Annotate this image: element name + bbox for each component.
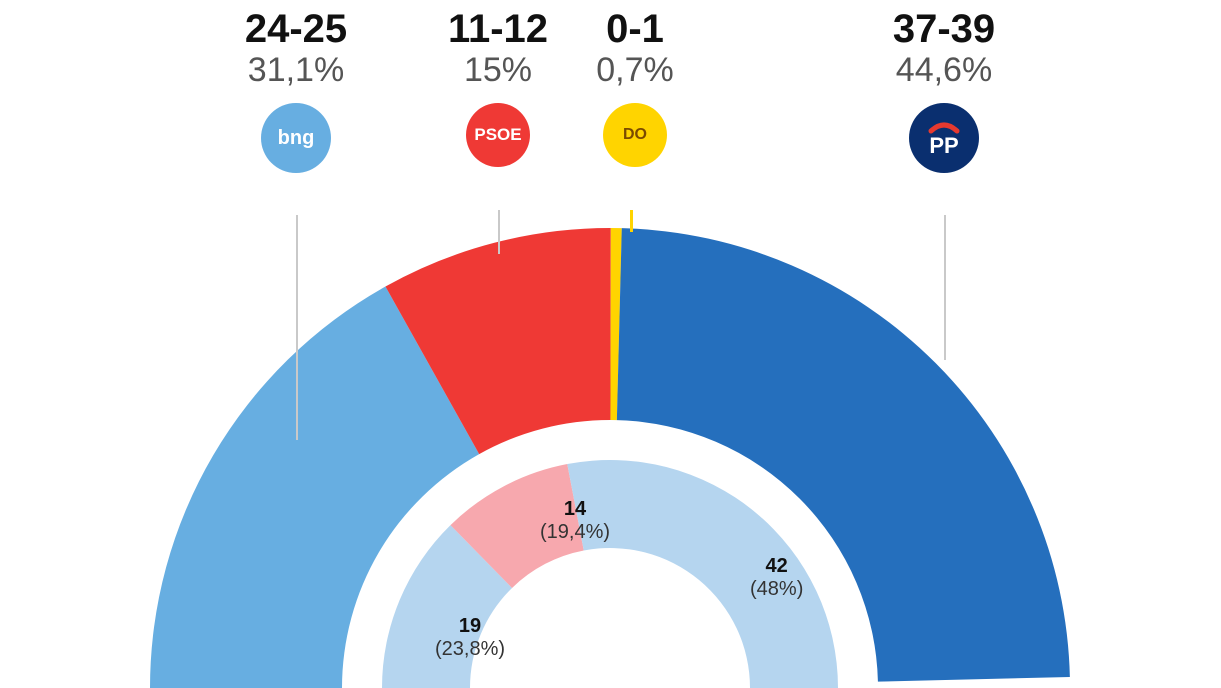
inner-psoe-pct: (19,4%) — [540, 521, 610, 543]
bng-logo-icon: bng — [261, 103, 331, 173]
do-seats: 0-1 — [590, 8, 680, 50]
psoe-logo-icon: PSOE — [466, 103, 530, 167]
inner-bng-pct: (23,8%) — [435, 638, 505, 660]
inner-psoe-seats: 14 — [564, 498, 586, 520]
party-pp: 37-39 44,6% PP — [878, 8, 1010, 173]
bng-pct: 31,1% — [225, 52, 367, 89]
chart-stage: 24-25 31,1% bng 11-12 15% PSOE 0-1 0,7% … — [0, 0, 1221, 688]
psoe-seats: 11-12 — [432, 8, 564, 50]
psoe-leader-line — [498, 210, 500, 254]
do-logo-icon: DO — [603, 103, 667, 167]
inner-label-pp: 42 (48%) — [750, 555, 803, 601]
bng-leader-line — [296, 215, 298, 440]
inner-label-bng: 19 (23,8%) — [435, 615, 505, 661]
inner-pp-seats: 42 — [766, 555, 788, 577]
pp-logo-icon: PP — [909, 103, 979, 173]
inner-label-psoe: 14 (19,4%) — [540, 498, 610, 544]
do-leader-line — [630, 210, 633, 232]
pp-pct: 44,6% — [878, 52, 1010, 89]
pp-leader-line — [944, 215, 946, 360]
party-do: 0-1 0,7% DO — [590, 8, 680, 167]
psoe-pct: 15% — [432, 52, 564, 89]
outer-ring — [150, 228, 1070, 688]
bng-seats: 24-25 — [225, 8, 367, 50]
pp-seats: 37-39 — [878, 8, 1010, 50]
party-bng: 24-25 31,1% bng — [225, 8, 367, 173]
svg-text:PP: PP — [929, 133, 958, 158]
inner-bng-seats: 19 — [459, 615, 481, 637]
party-psoe: 11-12 15% PSOE — [432, 8, 564, 167]
do-pct: 0,7% — [590, 52, 680, 89]
inner-pp-pct: (48%) — [750, 578, 803, 600]
